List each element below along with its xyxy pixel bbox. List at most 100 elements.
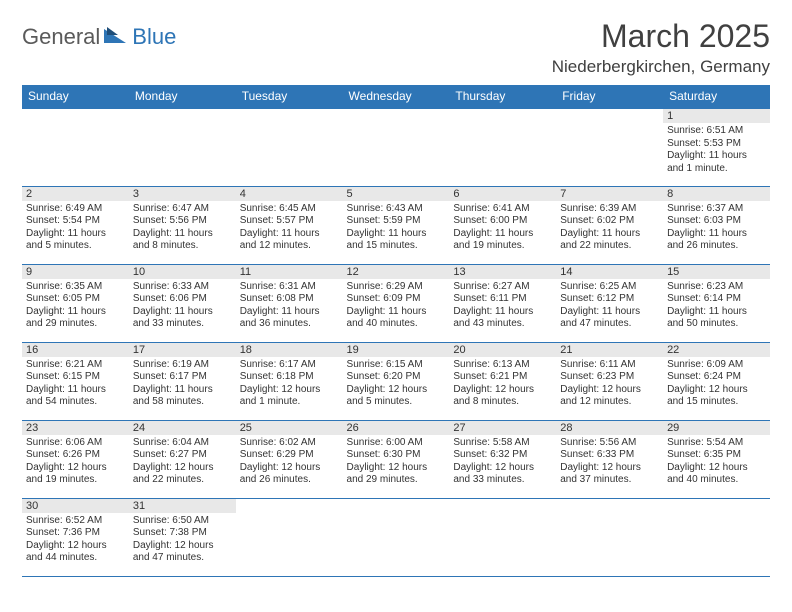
sunrise-text: Sunrise: 6:04 AM bbox=[133, 437, 232, 450]
calendar-cell bbox=[556, 498, 663, 576]
day-number: 25 bbox=[236, 421, 343, 435]
day-number bbox=[343, 109, 450, 123]
sunset-text: Sunset: 5:53 PM bbox=[667, 138, 766, 151]
sunset-text: Sunset: 6:29 PM bbox=[240, 449, 339, 462]
cell-body: Sunrise: 6:47 AMSunset: 5:56 PMDaylight:… bbox=[129, 201, 236, 255]
daylight-text: Daylight: 11 hours and 29 minutes. bbox=[26, 306, 125, 331]
daylight-text: Daylight: 12 hours and 1 minute. bbox=[240, 384, 339, 409]
cell-body: Sunrise: 6:27 AMSunset: 6:11 PMDaylight:… bbox=[449, 279, 556, 333]
calendar-cell: 31Sunrise: 6:50 AMSunset: 7:38 PMDayligh… bbox=[129, 498, 236, 576]
calendar-cell: 14Sunrise: 6:25 AMSunset: 6:12 PMDayligh… bbox=[556, 264, 663, 342]
daylight-text: Daylight: 12 hours and 15 minutes. bbox=[667, 384, 766, 409]
day-number: 5 bbox=[343, 187, 450, 201]
calendar-cell: 15Sunrise: 6:23 AMSunset: 6:14 PMDayligh… bbox=[663, 264, 770, 342]
sunrise-text: Sunrise: 6:41 AM bbox=[453, 203, 552, 216]
daylight-text: Daylight: 11 hours and 47 minutes. bbox=[560, 306, 659, 331]
cell-body: Sunrise: 6:21 AMSunset: 6:15 PMDaylight:… bbox=[22, 357, 129, 411]
day-number: 28 bbox=[556, 421, 663, 435]
day-number: 9 bbox=[22, 265, 129, 279]
cell-body: Sunrise: 6:39 AMSunset: 6:02 PMDaylight:… bbox=[556, 201, 663, 255]
sunset-text: Sunset: 6:33 PM bbox=[560, 449, 659, 462]
daylight-text: Daylight: 12 hours and 22 minutes. bbox=[133, 462, 232, 487]
cell-body: Sunrise: 6:17 AMSunset: 6:18 PMDaylight:… bbox=[236, 357, 343, 411]
cell-body: Sunrise: 6:02 AMSunset: 6:29 PMDaylight:… bbox=[236, 435, 343, 489]
sunrise-text: Sunrise: 6:00 AM bbox=[347, 437, 446, 450]
sunset-text: Sunset: 6:14 PM bbox=[667, 293, 766, 306]
calendar-cell: 4Sunrise: 6:45 AMSunset: 5:57 PMDaylight… bbox=[236, 186, 343, 264]
cell-body: Sunrise: 6:04 AMSunset: 6:27 PMDaylight:… bbox=[129, 435, 236, 489]
sunrise-text: Sunrise: 6:21 AM bbox=[26, 359, 125, 372]
sunrise-text: Sunrise: 6:11 AM bbox=[560, 359, 659, 372]
sunset-text: Sunset: 6:26 PM bbox=[26, 449, 125, 462]
day-number: 29 bbox=[663, 421, 770, 435]
day-number: 1 bbox=[663, 109, 770, 123]
daylight-text: Daylight: 11 hours and 8 minutes. bbox=[133, 228, 232, 253]
calendar-cell: 12Sunrise: 6:29 AMSunset: 6:09 PMDayligh… bbox=[343, 264, 450, 342]
calendar-cell: 30Sunrise: 6:52 AMSunset: 7:36 PMDayligh… bbox=[22, 498, 129, 576]
sunset-text: Sunset: 6:11 PM bbox=[453, 293, 552, 306]
day-number: 21 bbox=[556, 343, 663, 357]
daylight-text: Daylight: 12 hours and 19 minutes. bbox=[26, 462, 125, 487]
sunset-text: Sunset: 6:17 PM bbox=[133, 371, 232, 384]
day-number bbox=[556, 499, 663, 513]
daylight-text: Daylight: 11 hours and 58 minutes. bbox=[133, 384, 232, 409]
sunset-text: Sunset: 5:59 PM bbox=[347, 215, 446, 228]
day-number bbox=[556, 109, 663, 123]
cell-body: Sunrise: 6:29 AMSunset: 6:09 PMDaylight:… bbox=[343, 279, 450, 333]
cell-body: Sunrise: 6:23 AMSunset: 6:14 PMDaylight:… bbox=[663, 279, 770, 333]
calendar-cell: 5 Sunrise: 6:43 AMSunset: 5:59 PMDaylight… bbox=[343, 186, 450, 264]
sunset-text: Sunset: 6:05 PM bbox=[26, 293, 125, 306]
cell-body: Sunrise: 6:51 AMSunset: 5:53 PMDaylight:… bbox=[663, 123, 770, 177]
sunrise-text: Sunrise: 6:35 AM bbox=[26, 281, 125, 294]
dayhdr-thu: Thursday bbox=[449, 85, 556, 108]
sunset-text: Sunset: 6:20 PM bbox=[347, 371, 446, 384]
header: General Blue March 2025 Niederbergkirche… bbox=[22, 18, 770, 77]
cell-body: Sunrise: 6:35 AMSunset: 6:05 PMDaylight:… bbox=[22, 279, 129, 333]
calendar-row: 23Sunrise: 6:06 AMSunset: 6:26 PMDayligh… bbox=[22, 420, 770, 498]
daylight-text: Daylight: 12 hours and 12 minutes. bbox=[560, 384, 659, 409]
calendar-cell: 8Sunrise: 6:37 AMSunset: 6:03 PMDaylight… bbox=[663, 186, 770, 264]
day-number: 10 bbox=[129, 265, 236, 279]
day-number bbox=[663, 499, 770, 513]
daylight-text: Daylight: 11 hours and 43 minutes. bbox=[453, 306, 552, 331]
day-number bbox=[236, 109, 343, 123]
calendar-cell: 27Sunrise: 5:58 AMSunset: 6:32 PMDayligh… bbox=[449, 420, 556, 498]
calendar-cell bbox=[22, 108, 129, 186]
calendar-cell: 28Sunrise: 5:56 AMSunset: 6:33 PMDayligh… bbox=[556, 420, 663, 498]
location: Niederbergkirchen, Germany bbox=[552, 57, 770, 77]
sunrise-text: Sunrise: 6:50 AM bbox=[133, 515, 232, 528]
calendar-row: 9Sunrise: 6:35 AMSunset: 6:05 PMDaylight… bbox=[22, 264, 770, 342]
calendar-cell: 3Sunrise: 6:47 AMSunset: 5:56 PMDaylight… bbox=[129, 186, 236, 264]
daylight-text: Daylight: 11 hours and 15 minutes. bbox=[347, 228, 446, 253]
sunrise-text: Sunrise: 6:06 AM bbox=[26, 437, 125, 450]
sunrise-text: Sunrise: 6:25 AM bbox=[560, 281, 659, 294]
daylight-text: Daylight: 11 hours and 54 minutes. bbox=[26, 384, 125, 409]
day-number: 20 bbox=[449, 343, 556, 357]
sunrise-text: Sunrise: 6:23 AM bbox=[667, 281, 766, 294]
sunrise-text: Sunrise: 6:49 AM bbox=[26, 203, 125, 216]
calendar-cell: 1Sunrise: 6:51 AMSunset: 5:53 PMDaylight… bbox=[663, 108, 770, 186]
logo-word1: General bbox=[22, 24, 100, 50]
calendar-cell bbox=[449, 108, 556, 186]
day-number: 8 bbox=[663, 187, 770, 201]
daylight-text: Daylight: 11 hours and 40 minutes. bbox=[347, 306, 446, 331]
sunrise-text: Sunrise: 6:31 AM bbox=[240, 281, 339, 294]
dayhdr-tue: Tuesday bbox=[236, 85, 343, 108]
sunrise-text: Sunrise: 6:19 AM bbox=[133, 359, 232, 372]
sunrise-text: Sunrise: 6:02 AM bbox=[240, 437, 339, 450]
calendar-body: 1Sunrise: 6:51 AMSunset: 5:53 PMDaylight… bbox=[22, 108, 770, 576]
calendar-cell: 16Sunrise: 6:21 AMSunset: 6:15 PMDayligh… bbox=[22, 342, 129, 420]
day-number: 31 bbox=[129, 499, 236, 513]
sunset-text: Sunset: 6:15 PM bbox=[26, 371, 125, 384]
cell-body: Sunrise: 6:49 AMSunset: 5:54 PMDaylight:… bbox=[22, 201, 129, 255]
sunset-text: Sunset: 7:36 PM bbox=[26, 527, 125, 540]
day-number bbox=[129, 109, 236, 123]
calendar-cell: 29Sunrise: 5:54 AMSunset: 6:35 PMDayligh… bbox=[663, 420, 770, 498]
cell-body: Sunrise: 6:31 AMSunset: 6:08 PMDaylight:… bbox=[236, 279, 343, 333]
calendar-cell bbox=[449, 498, 556, 576]
sunrise-text: Sunrise: 6:43 AM bbox=[347, 203, 446, 216]
sunset-text: Sunset: 6:18 PM bbox=[240, 371, 339, 384]
day-number: 3 bbox=[129, 187, 236, 201]
calendar-cell: 11Sunrise: 6:31 AMSunset: 6:08 PMDayligh… bbox=[236, 264, 343, 342]
day-number: 22 bbox=[663, 343, 770, 357]
